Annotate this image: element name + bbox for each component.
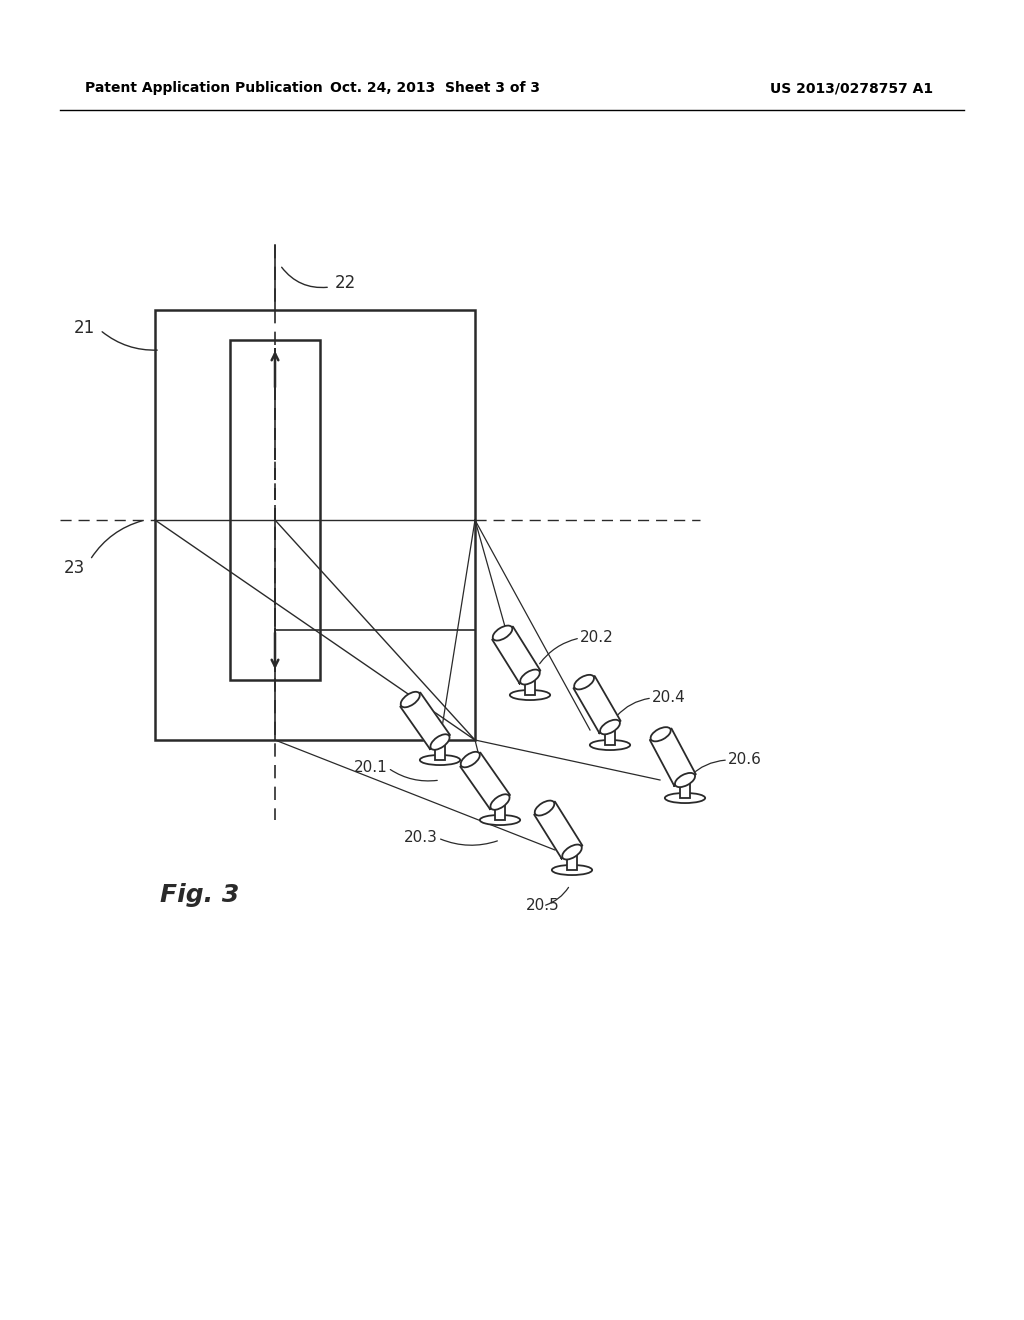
- Text: Oct. 24, 2013  Sheet 3 of 3: Oct. 24, 2013 Sheet 3 of 3: [330, 81, 540, 95]
- Text: 22: 22: [335, 275, 356, 292]
- Polygon shape: [460, 752, 510, 809]
- Ellipse shape: [600, 719, 620, 734]
- Bar: [680, 780, 690, 799]
- Ellipse shape: [675, 774, 695, 787]
- Ellipse shape: [461, 752, 480, 767]
- Polygon shape: [535, 801, 583, 858]
- Ellipse shape: [510, 690, 550, 700]
- Ellipse shape: [480, 814, 520, 825]
- Text: US 2013/0278757 A1: US 2013/0278757 A1: [770, 81, 933, 95]
- Bar: [567, 851, 578, 870]
- Text: 20.5: 20.5: [526, 899, 560, 913]
- Ellipse shape: [552, 865, 592, 875]
- Text: 20.3: 20.3: [404, 830, 438, 846]
- Text: 21: 21: [74, 319, 95, 337]
- Text: Fig. 3: Fig. 3: [161, 883, 240, 907]
- Ellipse shape: [420, 755, 460, 766]
- Ellipse shape: [574, 675, 594, 689]
- Text: 20.2: 20.2: [580, 631, 613, 645]
- Bar: [525, 677, 536, 696]
- Bar: [230, 341, 319, 680]
- Polygon shape: [573, 676, 621, 733]
- Bar: [435, 742, 445, 760]
- Text: Patent Application Publication: Patent Application Publication: [85, 81, 323, 95]
- Ellipse shape: [650, 727, 671, 742]
- Polygon shape: [650, 729, 695, 785]
- Ellipse shape: [562, 845, 582, 859]
- Text: 20.1: 20.1: [354, 760, 388, 776]
- Text: 20.6: 20.6: [728, 752, 762, 767]
- Ellipse shape: [520, 669, 540, 685]
- Ellipse shape: [665, 793, 706, 803]
- Ellipse shape: [490, 795, 510, 809]
- Ellipse shape: [590, 741, 630, 750]
- Text: 20.4: 20.4: [652, 690, 686, 705]
- Bar: [605, 727, 615, 744]
- Ellipse shape: [400, 692, 420, 708]
- Bar: [495, 803, 505, 820]
- Polygon shape: [400, 693, 450, 748]
- Text: 23: 23: [63, 558, 85, 577]
- Ellipse shape: [535, 801, 554, 816]
- Polygon shape: [493, 627, 541, 684]
- Ellipse shape: [430, 734, 450, 750]
- Bar: [155, 310, 475, 741]
- Ellipse shape: [493, 626, 512, 640]
